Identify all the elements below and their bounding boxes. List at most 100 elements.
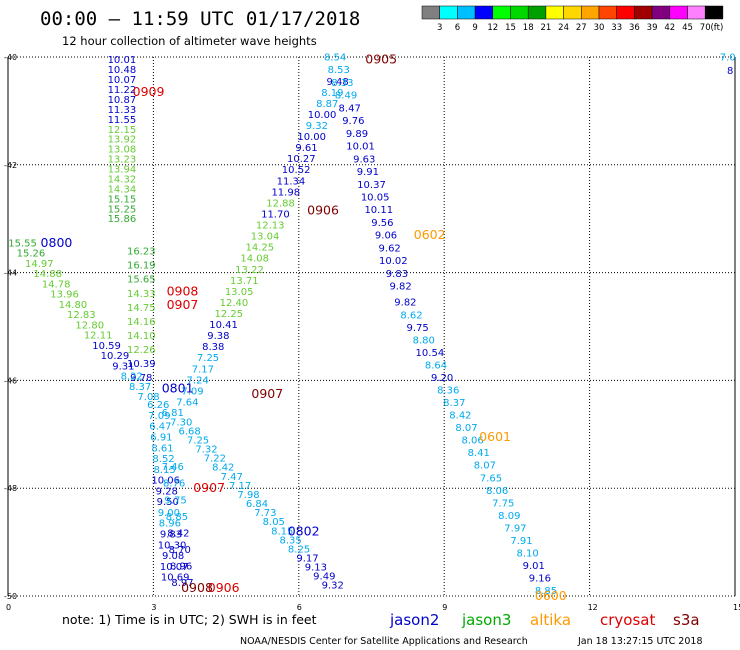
latitude-tick-labels: -40 -42 -44 -46 -48 -50 — [4, 53, 17, 601]
pass-id-label: 0602 — [414, 227, 446, 242]
wave-height-value: 8.42 — [212, 463, 234, 474]
x-tick-label: 0 — [6, 603, 11, 612]
y-tick-label: -42 — [4, 161, 17, 170]
wave-height-value: 11.34 — [277, 176, 306, 187]
wave-height-value: 10.37 — [357, 180, 386, 191]
wave-height-value: 10.41 — [209, 320, 238, 331]
wave-height-value: 9.61 — [295, 143, 317, 154]
wave-height-value: 8.41 — [468, 448, 490, 459]
satellite-name: cryosat — [600, 611, 655, 629]
wave-height-value: 8.37 — [129, 382, 151, 393]
wave-height-value: 7.25 — [197, 353, 219, 364]
wave-height-value: 14.10 — [127, 331, 156, 342]
pass-id-label: 0906 — [307, 203, 339, 218]
wave-height-value: 10.29 — [101, 351, 130, 362]
wave-height-value: 11.33 — [108, 105, 137, 116]
wave-height-value: 8.96 — [159, 519, 181, 530]
scale-swatch — [527, 5, 547, 20]
wave-height-value: 8.36 — [437, 386, 459, 397]
wave-height-value: 13.96 — [50, 290, 79, 301]
satellite-name: altika — [530, 611, 571, 629]
pass-id-label: 0908 — [181, 580, 213, 595]
pass-id-label: 0908 — [167, 283, 199, 298]
pass-id-label: 0909 — [133, 84, 165, 99]
wave-height-value: 13.04 — [251, 232, 280, 243]
pass-id-label: 0800 — [41, 235, 73, 250]
wave-height-value: 9.38 — [207, 331, 229, 342]
scale-swatch — [616, 5, 635, 20]
wave-height-value: 9.48 — [326, 77, 348, 88]
wave-height-value: 10.02 — [379, 256, 408, 267]
wave-height-value: 7.0 — [720, 53, 736, 64]
wave-height-value: 9.00 — [158, 508, 180, 519]
wave-height-value: 8.54 — [324, 53, 346, 64]
footer-note: note: 1) Time is in UTC; 2) SWH is in fe… — [62, 612, 317, 627]
wave-height-value: 10.87 — [108, 95, 137, 106]
wave-height-value: 10.11 — [364, 205, 393, 216]
scale-swatch — [651, 5, 671, 20]
wave-height-value: 7.22 — [204, 454, 226, 465]
wave-height-value: 8.76 — [163, 479, 185, 490]
wave-height-value: 9.13 — [305, 563, 327, 574]
scale-swatch — [457, 5, 476, 20]
wave-height-value: 13.71 — [230, 276, 259, 287]
wave-height-value: 8.05 — [263, 517, 285, 528]
wave-height-value: 9.62 — [379, 243, 401, 254]
wave-height-value: 7.98 — [237, 490, 259, 501]
wave-height-value: 8.15 — [153, 465, 175, 476]
wave-height-value: 11.55 — [108, 115, 137, 126]
wave-height-value: 7.09 — [148, 411, 170, 422]
wave-height-value: 7.08 — [137, 392, 159, 403]
wave-height-value: 16.19 — [127, 261, 156, 272]
scale-swatch — [598, 5, 617, 20]
wave-height-value: 9.31 — [112, 361, 134, 372]
scale-label: 9 — [472, 23, 477, 33]
wave-height-value: 7.73 — [254, 508, 276, 519]
wave-height-value: 12.13 — [256, 221, 285, 232]
scale-swatch — [581, 5, 600, 20]
wave-height-value: 6.68 — [178, 426, 200, 437]
wave-height-value: 15.55 — [8, 238, 37, 249]
wave-height-value: 14.16 — [127, 317, 156, 328]
wave-height-value: 6.26 — [147, 400, 169, 411]
x-tick-label: 15 — [733, 603, 740, 612]
wave-height-value: 8.35 — [280, 535, 302, 546]
wave-height-value: 9.75 — [407, 323, 429, 334]
wave-height-value: 13.08 — [108, 145, 137, 156]
wave-height-value: 7.65 — [480, 473, 502, 484]
wave-height-value: 10.48 — [108, 65, 137, 76]
scale-swatch — [421, 5, 440, 20]
wave-height-value: 10.06 — [151, 476, 180, 487]
wave-height-value: 8.10 — [517, 548, 539, 559]
wave-height-value: 9.89 — [346, 129, 368, 140]
wave-height-value: 8.85 — [166, 512, 188, 523]
wave-height-value: 12.11 — [84, 331, 113, 342]
satellite-name: s3a — [673, 611, 700, 629]
wave-height-value: 10.00 — [308, 110, 337, 121]
wave-height-value: 6.47 — [149, 422, 171, 433]
scale-swatch — [704, 5, 724, 20]
scale-label: 36 — [629, 23, 640, 33]
wave-height-value: 14.08 — [240, 254, 269, 265]
wave-height-value: 8.38 — [202, 342, 224, 353]
wave-height-value: 10.00 — [297, 132, 326, 143]
wave-height-value: 10.52 — [282, 165, 311, 176]
wave-height-value: 15.15 — [108, 194, 137, 205]
wave-height-value: 8.06 — [486, 486, 508, 497]
wave-height-value: 10.07 — [160, 562, 189, 573]
scale-label: 24 — [558, 23, 569, 33]
satellite-name: jason3 — [461, 611, 511, 629]
wave-height-value: 14.34 — [108, 184, 137, 195]
wave-height-value: 8.61 — [151, 443, 173, 454]
scale-swatch — [563, 5, 582, 20]
wave-height-value: 9.83 — [386, 269, 408, 280]
scale-swatch — [474, 5, 494, 20]
chart-subtitle: 12 hour collection of altimeter wave hei… — [62, 34, 317, 48]
scale-label: 3 — [437, 23, 442, 33]
scale-label: 21 — [540, 23, 551, 33]
wave-height-value: 7.64 — [176, 397, 198, 408]
wave-height-value: 10.27 — [287, 154, 316, 165]
wave-height-value: 12.80 — [75, 320, 104, 331]
